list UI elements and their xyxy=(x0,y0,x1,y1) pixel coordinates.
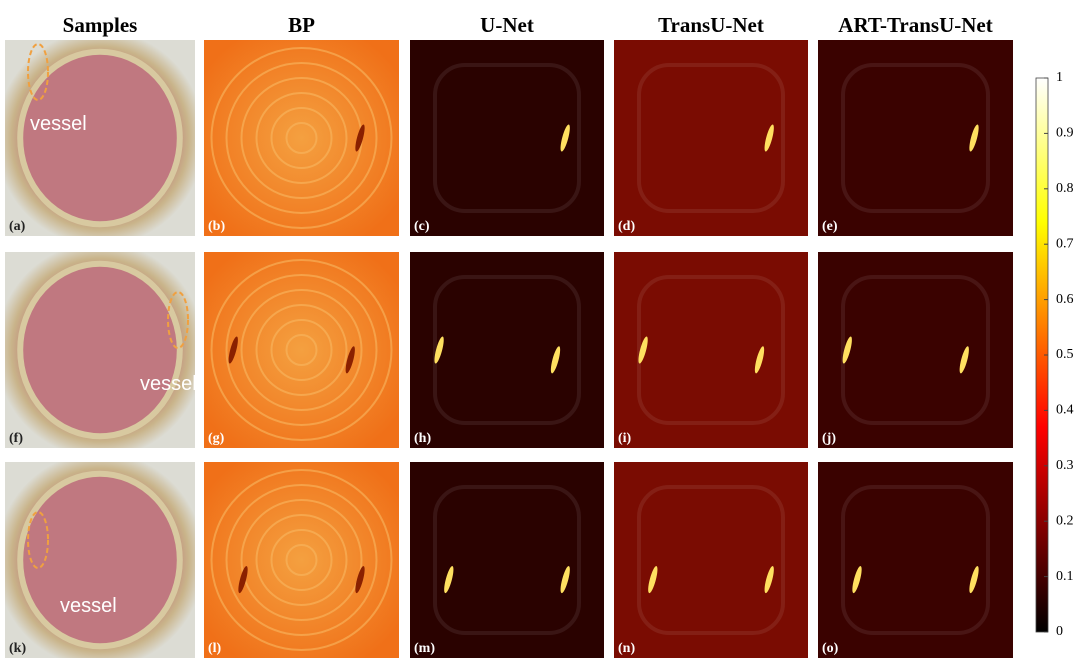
panel-label: (g) xyxy=(208,431,225,446)
colorbar-tick-label: 1 xyxy=(1056,70,1063,85)
ring xyxy=(285,544,318,576)
panel-image xyxy=(204,40,399,236)
panel-image xyxy=(818,40,1013,236)
frame-glow xyxy=(637,63,785,213)
vessel-signal xyxy=(355,566,365,594)
vessel-signal xyxy=(345,346,355,374)
vessel-signal xyxy=(560,124,570,152)
frame-glow xyxy=(433,485,581,635)
ring xyxy=(210,259,393,441)
ring xyxy=(285,122,318,154)
frame-glow xyxy=(841,485,990,635)
vessel-signal xyxy=(842,336,852,364)
panel-label: (i) xyxy=(618,431,632,446)
vessel-marker xyxy=(27,43,49,101)
colorbar-tick-label: 0.3 xyxy=(1056,458,1074,473)
vessel-signal xyxy=(560,566,570,594)
panel-label: (b) xyxy=(208,219,225,234)
ring xyxy=(210,47,393,229)
vessel-annotation: vessel xyxy=(60,595,117,617)
vessel-signal xyxy=(764,124,774,152)
frame-glow xyxy=(841,275,990,425)
vessel-annotation: vessel xyxy=(30,113,87,135)
panel-label: (k) xyxy=(9,641,26,656)
frame-glow xyxy=(433,63,581,213)
vessel-signal xyxy=(638,336,648,364)
panel-label: (m) xyxy=(414,641,435,656)
vessel-signal xyxy=(355,124,365,152)
colorbar-tick-label: 0.4 xyxy=(1056,403,1074,418)
ring xyxy=(225,484,378,636)
vessel-signal xyxy=(852,566,862,594)
panel-image xyxy=(614,252,808,448)
frame-glow xyxy=(433,275,581,425)
panel-label: (f) xyxy=(9,431,23,446)
panel-image xyxy=(204,462,399,658)
ring xyxy=(270,107,333,169)
vessel-signal xyxy=(434,336,444,364)
vessel-signal xyxy=(969,566,979,594)
panel-label: (n) xyxy=(618,641,635,656)
panel-label: (j) xyxy=(822,431,836,446)
column-header: BP xyxy=(288,13,315,37)
vessel-signal xyxy=(550,346,561,374)
panel-image xyxy=(614,462,808,658)
vessel-signal xyxy=(444,566,454,594)
panel-label: (a) xyxy=(9,219,26,234)
colorbar-tick-label: 0.1 xyxy=(1056,569,1074,584)
ring xyxy=(255,92,348,184)
colorbar-tick-label: 0.6 xyxy=(1056,292,1074,307)
column-header: U-Net xyxy=(480,13,534,37)
frame-glow xyxy=(637,275,785,425)
ring xyxy=(255,304,348,396)
ring xyxy=(225,62,378,214)
panel-label: (l) xyxy=(208,641,222,656)
vessel-signal xyxy=(238,566,248,594)
panel-label: (c) xyxy=(414,219,430,234)
ring xyxy=(270,529,333,591)
vessel-signal xyxy=(754,346,765,374)
panel-label: (d) xyxy=(618,219,635,234)
panel-image xyxy=(204,252,399,448)
panel-image xyxy=(818,462,1013,658)
panel-image xyxy=(410,252,604,448)
panel-image xyxy=(614,40,808,236)
ring xyxy=(255,514,348,606)
vessel-signal xyxy=(959,346,969,374)
sample-brain xyxy=(17,260,183,440)
ring xyxy=(210,469,393,651)
vessel-marker xyxy=(167,291,189,349)
frame-glow xyxy=(637,485,785,635)
column-header: TransU-Net xyxy=(658,13,764,37)
column-header: ART-TransU-Net xyxy=(838,13,992,37)
ring xyxy=(240,289,363,411)
frame-glow xyxy=(841,63,990,213)
vessel-signal xyxy=(648,566,658,594)
panel-image xyxy=(410,462,604,658)
colorbar-tick-label: 0.2 xyxy=(1056,513,1074,528)
panel-image xyxy=(410,40,604,236)
sample-brain xyxy=(17,470,183,650)
ring xyxy=(285,334,318,366)
vessel-signal xyxy=(228,336,238,364)
panel-label: (o) xyxy=(822,641,839,656)
vessel-signal xyxy=(764,566,774,594)
colorbar-tick-label: 0.9 xyxy=(1056,126,1074,141)
ring xyxy=(240,499,363,621)
column-header: Samples xyxy=(63,13,138,37)
ring xyxy=(225,274,378,426)
panel-image xyxy=(818,252,1013,448)
colorbar-tick-label: 0 xyxy=(1056,624,1063,639)
sample-brain xyxy=(17,48,183,228)
panel-label: (e) xyxy=(822,219,838,234)
colorbar-tick-label: 0.8 xyxy=(1056,181,1074,196)
panel-label: (h) xyxy=(414,431,431,446)
ring xyxy=(270,319,333,381)
vessel-marker xyxy=(27,511,49,569)
colorbar-tick-label: 0.5 xyxy=(1056,347,1074,362)
vessel-signal xyxy=(969,124,979,152)
colorbar-tick-label: 0.7 xyxy=(1056,236,1074,251)
vessel-annotation: vessel xyxy=(140,373,197,395)
